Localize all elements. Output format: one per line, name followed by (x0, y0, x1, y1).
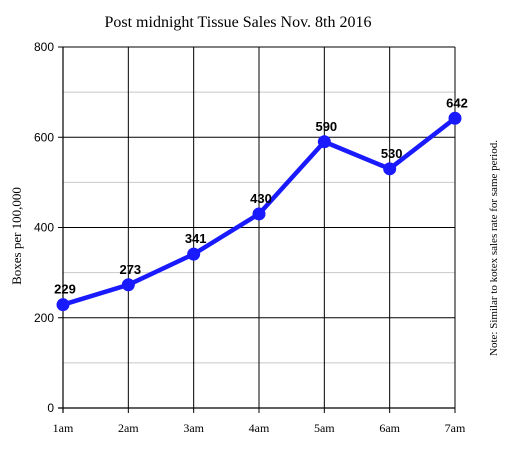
x-tick-label: 7am (445, 421, 466, 435)
data-label: 590 (315, 119, 337, 134)
data-point (448, 111, 462, 125)
y-tick-label: 600 (34, 130, 54, 144)
grid (62, 46, 456, 409)
data-point (252, 207, 266, 221)
data-label: 530 (381, 146, 403, 161)
x-tick-label: 1am (53, 421, 74, 435)
data-point (383, 162, 397, 176)
y-tick-label: 800 (34, 40, 54, 54)
y-tick-label: 0 (47, 401, 54, 415)
data-point (56, 298, 70, 312)
x-tick-label: 6am (379, 421, 400, 435)
data-label: 642 (446, 95, 468, 110)
y-tick-label: 200 (34, 311, 54, 325)
data-label: 273 (119, 262, 141, 277)
data-point (187, 247, 201, 261)
data-point (317, 135, 331, 149)
x-tick-label: 2am (118, 421, 139, 435)
y-axis-label: Boxes per 100,000 (9, 187, 24, 285)
chart-title: Post midnight Tissue Sales Nov. 8th 2016 (104, 14, 371, 31)
series (56, 111, 462, 312)
x-tick-label: 4am (249, 421, 270, 435)
x-tick-labels: 1am 2am 3am 4am 5am 6am 7am (53, 421, 466, 435)
data-label: 229 (54, 282, 76, 297)
data-label: 430 (250, 191, 272, 206)
side-note: Note: Similar to kotex sales rate for sa… (488, 140, 500, 356)
y-tick-label: 400 (34, 221, 54, 235)
data-point (121, 278, 135, 292)
data-labels: 229 273 341 430 590 530 642 (54, 95, 468, 296)
axes (58, 46, 456, 413)
x-tick-label: 3am (183, 421, 204, 435)
y-tick-labels: 0 200 400 600 800 (34, 40, 54, 415)
data-label: 341 (185, 231, 207, 246)
x-tick-label: 5am (314, 421, 335, 435)
